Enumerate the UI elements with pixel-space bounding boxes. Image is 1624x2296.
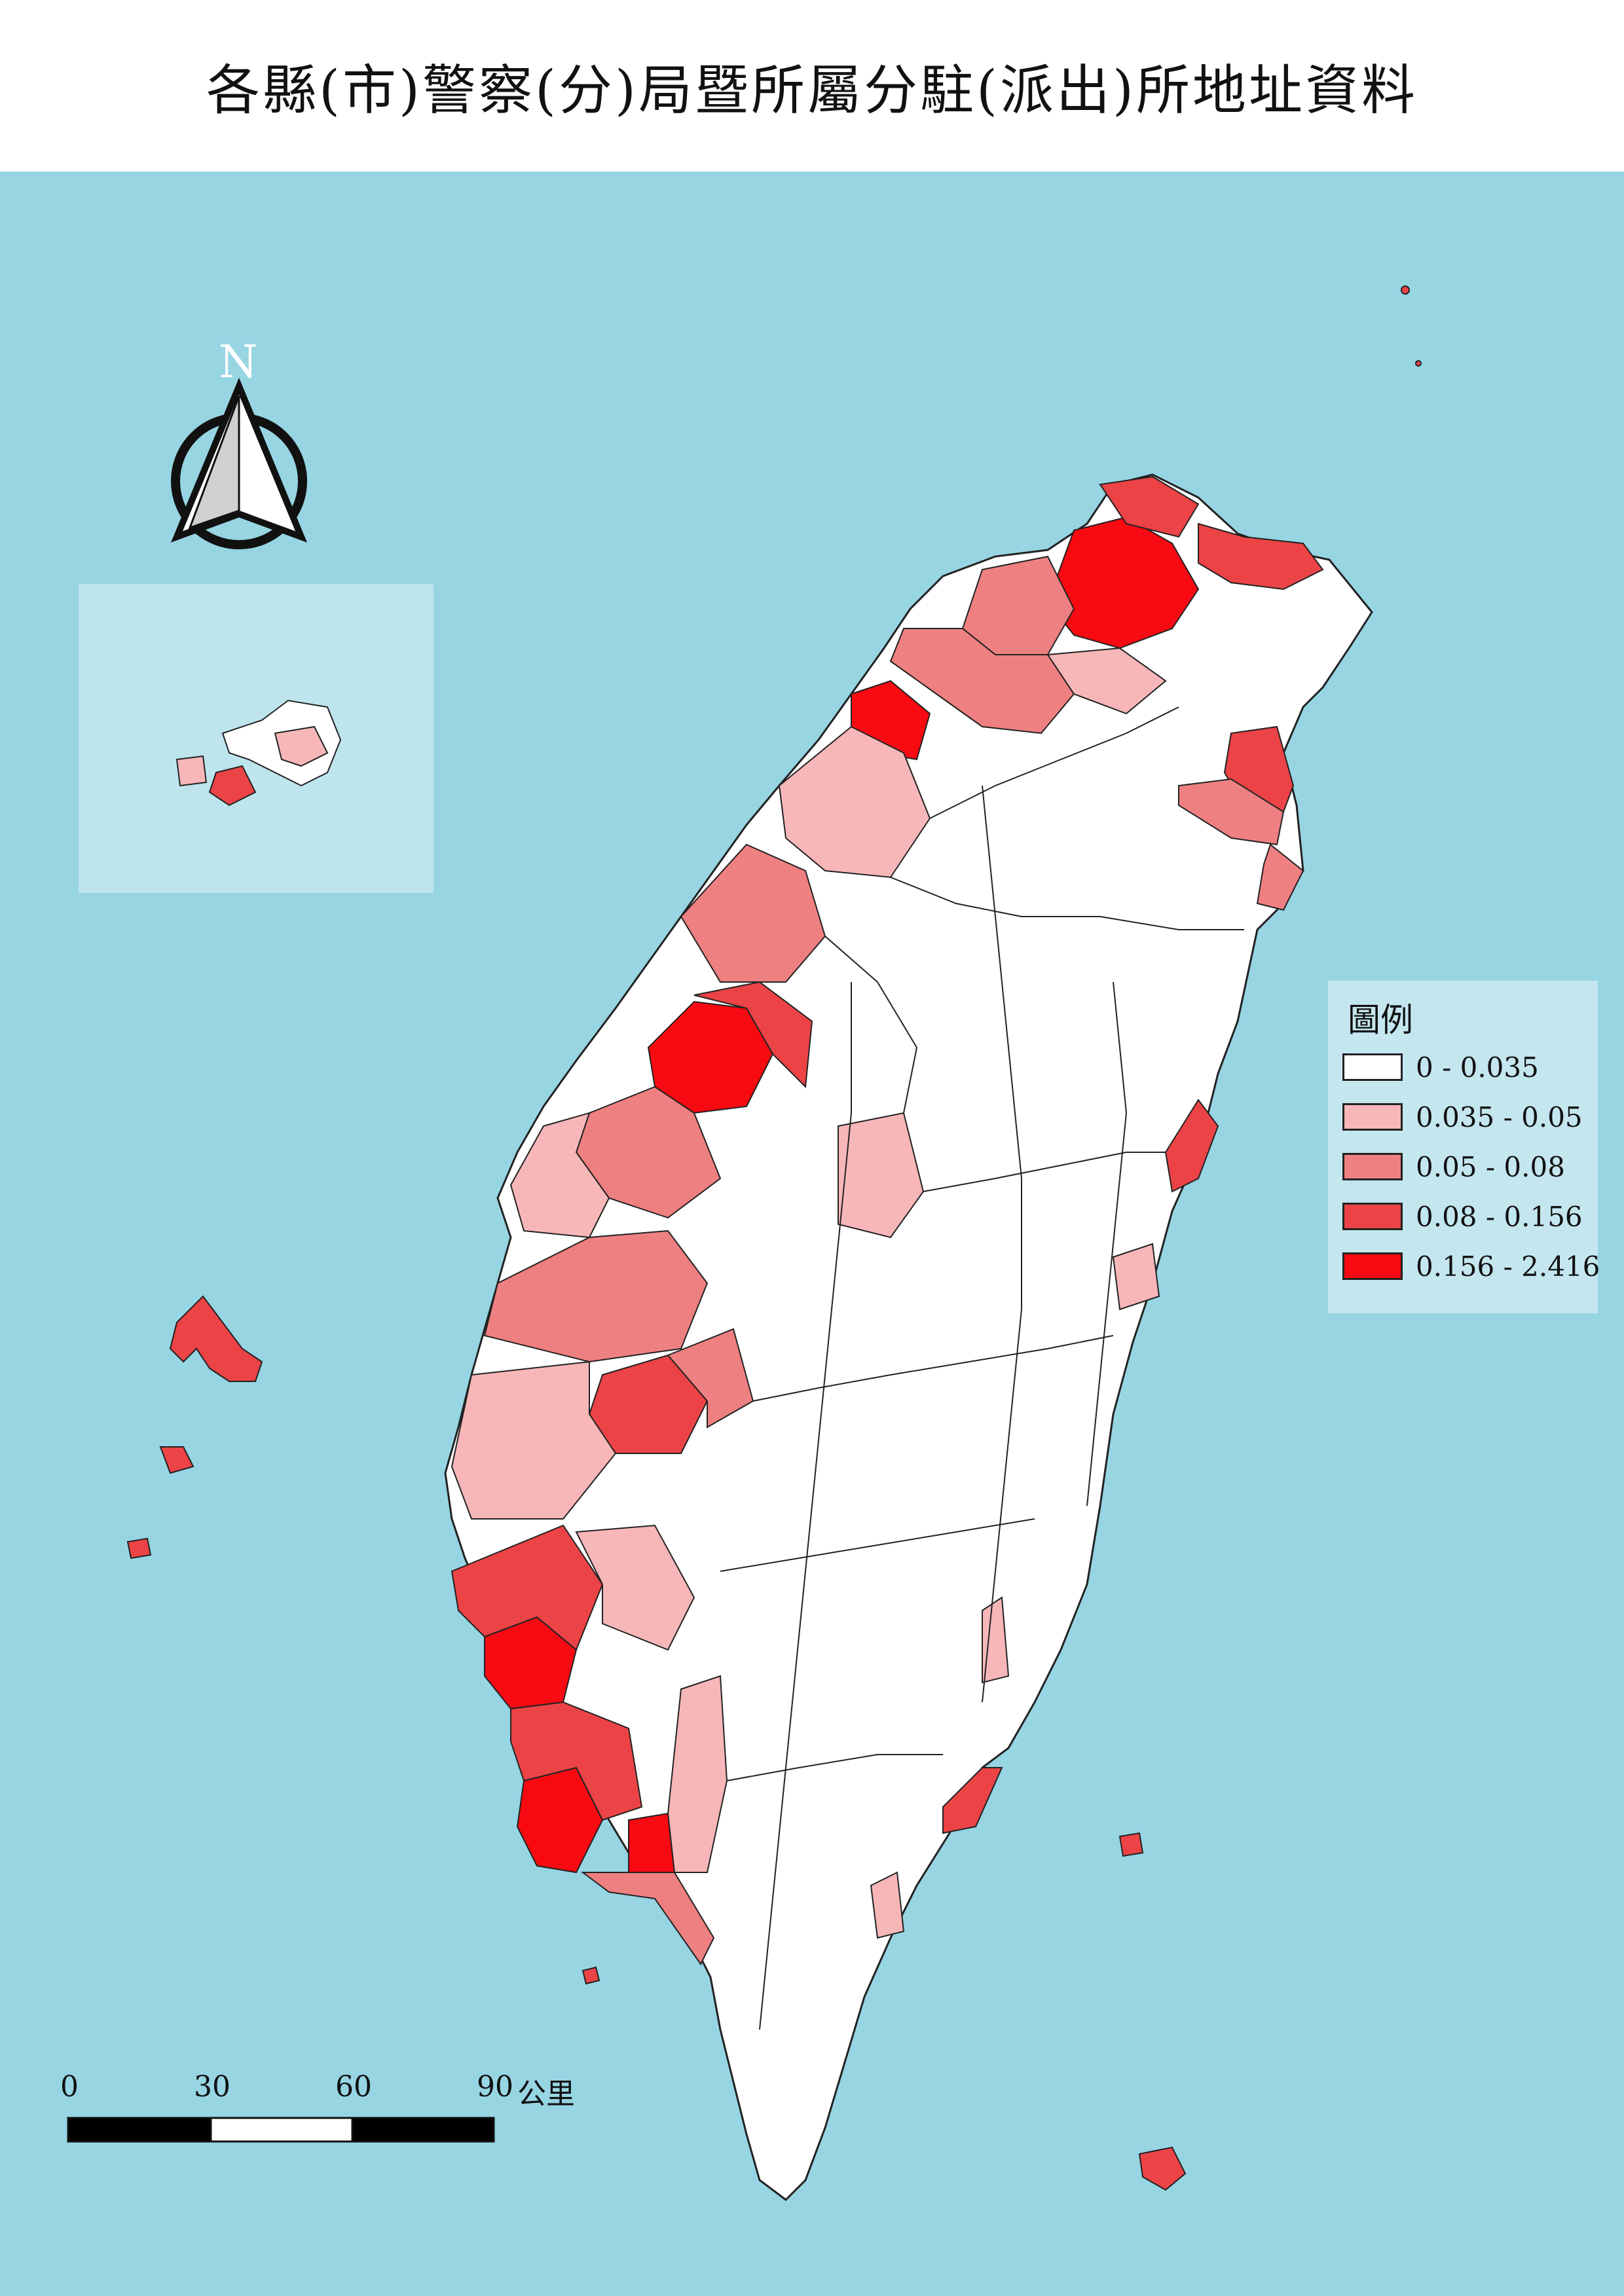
legend-swatch-3 [1342, 1153, 1403, 1180]
legend-label-4: 0.08 - 0.156 [1416, 1200, 1583, 1233]
legend-label-2: 0.035 - 0.05 [1416, 1101, 1583, 1133]
scale-tick-90: 90 [477, 2070, 513, 2104]
island-green-island[interactable] [1118, 1832, 1144, 1857]
inset-island-pink[interactable] [175, 755, 208, 787]
region-yilan-coast[interactable] [1256, 843, 1304, 911]
north-arrow-icon [171, 377, 307, 549]
district-boundaries [720, 706, 1244, 2030]
island-penghu-small[interactable] [126, 1537, 152, 1559]
island-pengjia[interactable] [1401, 285, 1410, 295]
region-yilan-south[interactable] [1178, 778, 1285, 846]
region-yunlin[interactable] [483, 1230, 709, 1363]
island-penghu-south[interactable] [159, 1446, 194, 1474]
region-pingtung-east[interactable] [667, 1675, 728, 1873]
region-tainan-east[interactable] [575, 1524, 695, 1651]
island-orchid-island[interactable] [1138, 2146, 1187, 2191]
legend-swatch-2 [1342, 1103, 1403, 1131]
region-kaohsiung-inner[interactable] [628, 1812, 676, 1873]
island-xiaoliuqiu[interactable] [581, 1966, 600, 1985]
scale-tick-0: 0 [60, 2070, 79, 2104]
region-pingtung[interactable] [581, 1872, 715, 1965]
legend-row-5: 0.156 - 2.416 [1342, 1249, 1600, 1283]
region-hualien[interactable] [1164, 1099, 1219, 1193]
region-tainan[interactable] [451, 1524, 604, 1651]
legend-swatch-5 [1342, 1252, 1403, 1280]
scale-tick-30: 30 [194, 2070, 231, 2104]
region-taichung-outer[interactable] [693, 981, 813, 1089]
island-penghu-main[interactable] [169, 1295, 263, 1382]
scale-bar [67, 2117, 495, 2143]
inset-island-pink-east[interactable] [274, 725, 329, 767]
legend-row-4: 0.08 - 0.156 [1342, 1199, 1583, 1233]
legend-label-1: 0 - 0.035 [1416, 1051, 1539, 1084]
legend-title: 圖例 [1348, 1001, 1413, 1039]
region-new-taipei-east[interactable] [1046, 647, 1167, 715]
region-hualien-south[interactable] [1112, 1243, 1160, 1311]
legend-label-5: 0.156 - 2.416 [1416, 1250, 1600, 1283]
region-hsinchu[interactable] [778, 725, 931, 879]
scale-unit: 公里 [517, 2077, 575, 2111]
legend-row-1: 0 - 0.035 [1342, 1050, 1539, 1084]
legend-row-2: 0.035 - 0.05 [1342, 1100, 1583, 1134]
legend-swatch-1 [1342, 1053, 1403, 1081]
legend-swatch-4 [1342, 1203, 1403, 1230]
legend-label-3: 0.05 - 0.08 [1416, 1150, 1565, 1183]
scale-tick-60: 60 [335, 2070, 372, 2104]
region-taoyuan[interactable] [889, 628, 1075, 735]
region-changhua[interactable] [509, 1112, 610, 1239]
region-kaohsiung[interactable] [510, 1701, 643, 1821]
map-title: 各縣(市)警察(分)局暨所屬分駐(派出)所地址資料 [206, 59, 1418, 122]
legend-box: 圖例 0 - 0.035 0.035 - 0.05 0.05 - 0.08 0.… [1328, 981, 1600, 1313]
region-chiayi-east[interactable] [667, 1328, 754, 1429]
region-taitung-south[interactable] [870, 1871, 905, 1939]
inset-island-red[interactable] [208, 765, 257, 807]
legend-row-3: 0.05 - 0.08 [1342, 1150, 1565, 1184]
region-new-taipei-north[interactable] [1099, 475, 1200, 538]
region-chiayi[interactable] [451, 1360, 617, 1520]
region-taitung[interactable] [942, 1767, 1003, 1834]
region-east-inland[interactable] [982, 1596, 1010, 1684]
north-label: N [219, 337, 258, 388]
island-mianhua[interactable] [1415, 360, 1422, 367]
region-nantou-west[interactable] [838, 1112, 925, 1239]
region-keelung[interactable] [1198, 522, 1324, 591]
